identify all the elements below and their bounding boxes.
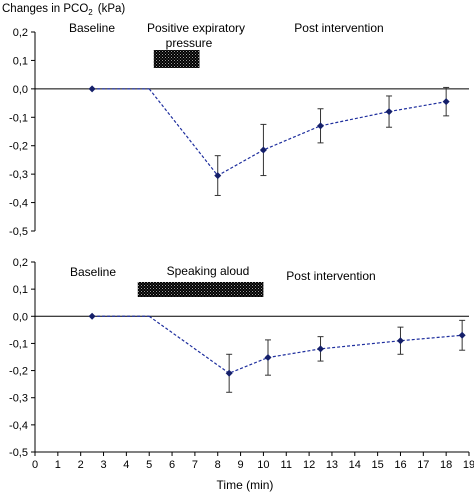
top-y-tick-label: 0,1 xyxy=(13,55,28,67)
bottom-x-tick-label: 17 xyxy=(417,459,429,471)
bottom-y-tick-label: -0,4 xyxy=(9,420,28,432)
bottom-baseline-label: Baseline xyxy=(70,265,116,279)
top-intervention-bar xyxy=(153,50,200,68)
top-intervention-label-line1: Positive expiratory xyxy=(147,21,245,35)
top-y-tick-label: 0,0 xyxy=(13,84,28,96)
bottom-data-point xyxy=(458,331,466,339)
top-data-point xyxy=(385,108,393,116)
bottom-series-line xyxy=(148,315,463,374)
bottom-y-tick-label: -0,1 xyxy=(9,338,28,350)
top-data-point xyxy=(88,85,96,93)
bottom-x-tick-label: 18 xyxy=(440,459,452,471)
bottom-data-point xyxy=(88,312,96,320)
top-data-point xyxy=(259,146,267,154)
bottom-post-intervention-label: Post intervention xyxy=(286,269,375,283)
bottom-x-tick-label: 13 xyxy=(326,459,338,471)
bottom-x-tick-label: 0 xyxy=(32,459,38,471)
top-chart: 0,2 0,1 0,0 -0,1 -0,2 -0,3 -0,4 -0,5 xyxy=(9,27,469,238)
bottom-data-point xyxy=(264,354,272,362)
bottom-data-point xyxy=(317,345,325,353)
bottom-chart: 0,20,10,0-0,1-0,2-0,3-0,4-0,50 1 2 3 4 5 6 7 8 9 1… xyxy=(9,257,474,471)
bottom-x-tick-label: 3 xyxy=(100,459,106,471)
top-baseline-label: Baseline xyxy=(69,21,115,35)
bottom-x-tick-label: 8 xyxy=(215,459,221,471)
bottom-intervention-bar xyxy=(137,282,264,297)
top-title-unit: (kPa) xyxy=(98,3,126,15)
bottom-data-point xyxy=(225,369,233,377)
top-y-tick-label: 0,2 xyxy=(13,27,28,39)
bottom-x-tick-label: 15 xyxy=(372,459,384,471)
bottom-x-tick-label: 14 xyxy=(349,459,361,471)
bottom-y-tick-label: -0,5 xyxy=(9,447,28,459)
bottom-y-tick-label: 0,1 xyxy=(13,284,28,296)
top-y-tick-label: -0,5 xyxy=(9,226,28,238)
bottom-y-tick-label: -0,2 xyxy=(9,366,28,378)
bottom-x-tick-label: 11 xyxy=(281,459,292,471)
top-post-intervention-label: Post intervention xyxy=(294,21,383,35)
bottom-y-tick-label: 0,0 xyxy=(13,311,28,323)
top-y-tick-label: -0,1 xyxy=(9,112,28,124)
bottom-x-tick-label: 7 xyxy=(192,459,198,471)
top-data-point xyxy=(214,172,222,180)
top-intervention-label-line2: pressure xyxy=(166,36,213,50)
bottom-y-tick-label: 0,2 xyxy=(13,257,28,269)
top-chart-title: Changes in PCO2 (kPa) xyxy=(2,3,125,17)
bottom-x-tick-label: 16 xyxy=(394,459,406,471)
bottom-x-tick-label: 6 xyxy=(169,459,175,471)
top-title-subscript: 2 xyxy=(88,8,93,17)
top-title-main: Changes in PCO xyxy=(2,3,88,15)
top-series-line xyxy=(148,88,447,177)
bottom-x-tick-label: 4 xyxy=(123,459,129,471)
bottom-x-tick-label: 9 xyxy=(238,459,244,471)
bottom-y-tick-label: -0,3 xyxy=(9,393,28,405)
bottom-x-tick-label: 12 xyxy=(303,459,315,471)
top-y-tick-label: -0,4 xyxy=(9,198,28,210)
top-y-tick-label: -0,2 xyxy=(9,141,28,153)
bottom-data-point xyxy=(396,337,404,345)
bottom-intervention-label: Speaking aloud xyxy=(167,264,250,278)
bottom-x-tick-label: 2 xyxy=(78,459,84,471)
bottom-x-tick-label: 5 xyxy=(146,459,152,471)
top-data-point xyxy=(317,122,325,130)
x-axis-label: Time (min) xyxy=(217,478,274,492)
bottom-x-tick-label: 1 xyxy=(55,459,61,471)
bottom-x-tick-label: 19 xyxy=(463,459,474,471)
top-data-point xyxy=(442,98,450,106)
bottom-x-tick-label: 10 xyxy=(257,459,269,471)
top-y-tick-label: -0,3 xyxy=(9,169,28,181)
